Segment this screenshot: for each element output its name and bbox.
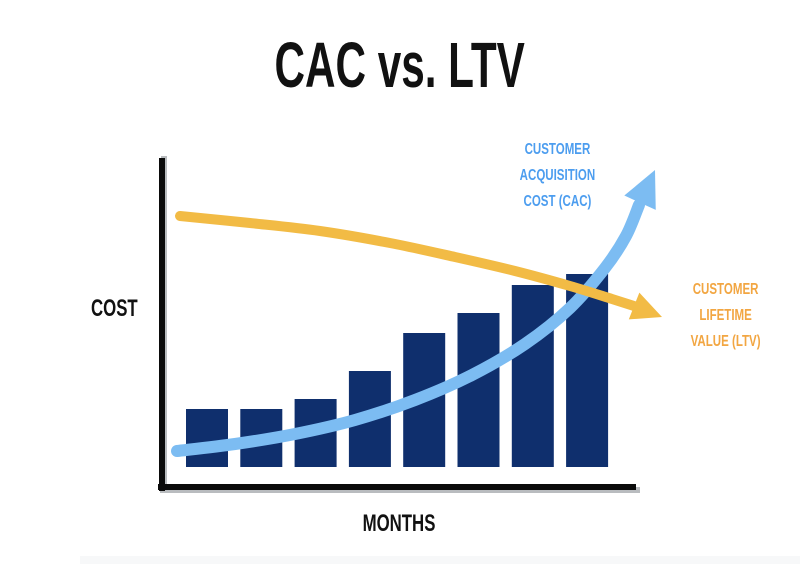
x-axis-label-text: MONTHS <box>362 510 436 537</box>
ltv-label-line-2: LIFETIME <box>699 307 753 324</box>
cac-line <box>171 199 645 457</box>
cac-legend-label: CUSTOMER ACQUISITION COST (CAC) <box>467 137 647 215</box>
page-title-text: CAC vs. LTV <box>274 29 526 101</box>
bottom-strip <box>80 556 800 564</box>
x-axis <box>158 484 636 490</box>
y-axis-label: COST <box>64 297 164 321</box>
ltv-legend-label: CUSTOMER LIFETIME VALUE (LTV) <box>636 277 800 355</box>
y-axis-label-text: COST <box>90 295 138 322</box>
bar-month-6 <box>457 313 500 467</box>
page-title: CAC vs. LTV <box>0 28 800 102</box>
ltv-arrowhead-icon <box>628 292 662 320</box>
x-axis-label: MONTHS <box>347 512 447 536</box>
cac-arrowhead-icon <box>624 170 656 210</box>
ltv-line <box>175 211 639 311</box>
cac-label-line-3: COST (CAC) <box>523 193 591 210</box>
ltv-label-line-3: VALUE (LTV) <box>691 333 761 350</box>
ltv-label-line-1: CUSTOMER <box>693 281 759 298</box>
cac-label-line-2: ACQUISITION <box>519 167 595 184</box>
bar-month-1 <box>186 409 228 467</box>
bar-month-7 <box>511 285 554 467</box>
y-axis <box>159 158 165 491</box>
cac-label-line-1: CUSTOMER <box>524 141 590 158</box>
